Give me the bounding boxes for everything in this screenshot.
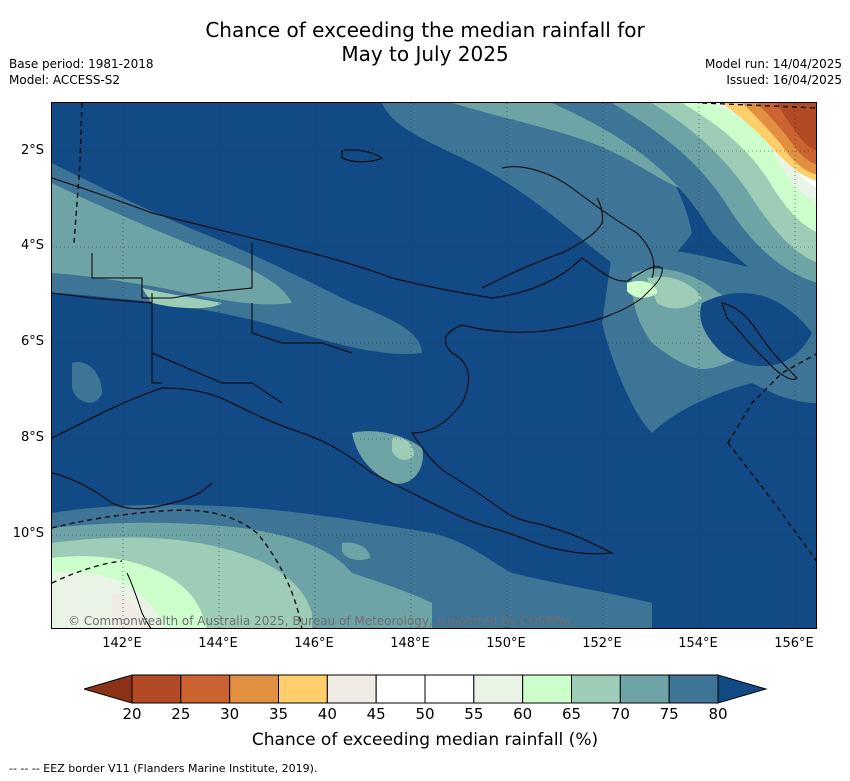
colorbar-cell [522, 674, 572, 704]
x-tick-label: 154°E [678, 636, 718, 651]
eez-border-southeast [727, 442, 816, 562]
contour-band-west-65 [142, 288, 222, 309]
colorbar-tick-label: 55 [464, 705, 484, 723]
colorbar-tick-label: 25 [171, 705, 191, 723]
colorbar-tick-label: 80 [708, 705, 728, 723]
colorbar-cell [229, 674, 280, 704]
colorbar-tick-label: 75 [659, 705, 679, 723]
colorbar-cell [131, 674, 182, 704]
manus-island [341, 149, 383, 163]
issued-text: Issued: 16/04/2025 [726, 73, 842, 87]
new-ireland-coast [501, 166, 655, 279]
contour-band-west-small [72, 362, 102, 403]
colorbar-cell [180, 674, 231, 704]
colorbar-cell [473, 674, 524, 704]
y-tick-label: 6°S [20, 334, 44, 349]
colorbar-tick-label: 60 [513, 705, 533, 723]
province-border-southwest [52, 292, 162, 384]
colorbar-cell [668, 674, 719, 704]
colorbar-title: Chance of exceeding median rainfall (%) [251, 730, 599, 750]
colorbar-tick-label: 20 [122, 705, 142, 723]
contour-band-east-60 [627, 281, 657, 298]
eez-border-south [52, 509, 303, 628]
y-tick-label: 8°S [20, 430, 44, 445]
y-tick-label: 2°S [20, 143, 44, 158]
province-border-west [91, 243, 253, 299]
eez-legend-text: -- -- -- EEZ border V11 (Flanders Marine… [9, 762, 318, 775]
contour-band-west-70 [52, 183, 292, 305]
map-canvas [52, 103, 816, 628]
x-tick-label: 152°E [582, 636, 622, 651]
colorbar-tick-label: 30 [220, 705, 240, 723]
colorbar-high-extension [717, 674, 768, 704]
map-title: Chance of exceeding the median rainfall … [0, 18, 850, 66]
eez-border-southwest [52, 560, 123, 584]
colorbar [84, 674, 768, 704]
coastlines [52, 149, 798, 628]
x-tick-label: 146°E [294, 636, 334, 651]
colorbar-tick-label: 35 [268, 705, 289, 723]
province-border-central [251, 303, 353, 354]
x-tick-label: 144°E [198, 636, 238, 651]
png-south-coast [52, 472, 213, 510]
map-title-line1: Chance of exceeding the median rainfall … [205, 18, 645, 42]
x-tick-label: 148°E [390, 636, 430, 651]
y-tick-label: 4°S [20, 238, 44, 253]
y-tick-label: 10°S [12, 526, 44, 541]
map-panel [51, 102, 817, 629]
eez-border-north [73, 103, 83, 244]
eez-border-northeast [701, 103, 816, 109]
contour-band-ne-20 [777, 103, 816, 151]
colorbar-cell [375, 674, 426, 704]
colorbar-cell [278, 674, 328, 704]
x-tick-label: 156°E [774, 636, 814, 651]
colorbar-cell [619, 674, 670, 704]
contour-band-central-65 [392, 437, 414, 460]
colorbar-cell [326, 674, 377, 704]
colorbar-tick-label: 45 [366, 705, 386, 723]
base-period-text: Base period: 1981-2018 [9, 57, 154, 71]
copyright-text: © Commonwealth of Australia 2025, Bureau… [68, 614, 574, 628]
colorbar-tick-label: 50 [415, 705, 435, 723]
contour-band-east-65 [647, 276, 702, 309]
contour-band-sw-45 [112, 593, 152, 628]
x-tick-label: 142°E [102, 636, 142, 651]
colorbar-tick-label: 70 [610, 705, 630, 723]
meta-right: Model run: 14/04/2025 Issued: 16/04/2025 [705, 56, 842, 88]
eez-border-east [727, 353, 816, 444]
meta-left: Base period: 1981-2018 Model: ACCESS-S2 [9, 56, 154, 88]
png-mainland-coast [52, 177, 663, 555]
colorbar-cells [131, 674, 719, 704]
x-tick-label: 150°E [486, 636, 526, 651]
model-run-text: Model run: 14/04/2025 [704, 57, 842, 71]
contour-band-west-75 [52, 163, 422, 354]
colorbar-tick-label: 40 [317, 705, 337, 723]
colorbar-cell [424, 674, 475, 704]
province-borders [52, 243, 353, 404]
colorbar-cell [571, 674, 621, 704]
solomon-islands [721, 302, 798, 380]
colorbar-tick-label: 65 [561, 705, 582, 723]
map-title-line2: May to July 2025 [341, 42, 509, 66]
eez-borders [52, 103, 816, 628]
model-text: Model: ACCESS-S2 [9, 73, 121, 87]
colorbar-low-extension [84, 674, 133, 704]
contour-band-small-70 [342, 542, 370, 561]
cape-york [126, 572, 152, 628]
